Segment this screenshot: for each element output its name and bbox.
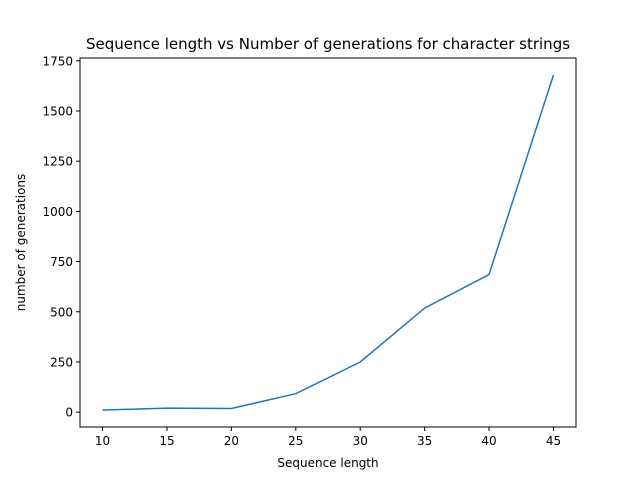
y-axis-label: number of generations [14,174,28,312]
y-tick-label: 500 [50,305,73,319]
x-tick-label: 25 [288,434,303,448]
axis-ticks: 10 15 20 25 30 35 40 45 0 250 500 750 1000 1250 1500 17… [42,54,561,448]
y-tick-label: 0 [65,406,73,420]
x-tick-label: 40 [481,434,496,448]
x-tick-label: 10 [95,434,110,448]
plot-frame [79,57,577,428]
x-axis-label: Sequence length [277,456,378,470]
x-tick-label: 45 [546,434,561,448]
y-tick-label: 750 [50,255,73,269]
y-tick-label: 1000 [42,205,73,219]
x-tick-label: 15 [159,434,174,448]
x-tick-label: 35 [417,434,432,448]
y-tick-label: 250 [50,355,73,369]
series-line [102,74,555,411]
chart-title: Sequence length vs Number of generations… [86,35,570,53]
x-tick-label: 30 [353,434,368,448]
y-tick-label: 1250 [42,155,73,169]
y-tick-label: 1750 [42,54,73,68]
y-tick-label: 1500 [42,105,73,119]
x-tick-label: 20 [224,434,239,448]
